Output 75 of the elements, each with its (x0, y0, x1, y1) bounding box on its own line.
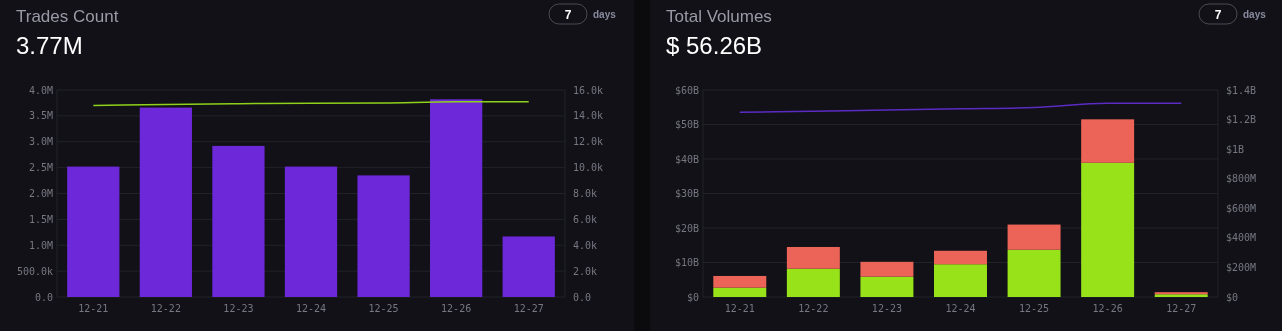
x-tick-label: 12-27 (1166, 303, 1197, 314)
bar (1007, 224, 1061, 250)
bar (357, 175, 410, 297)
x-tick-label: 12-23 (223, 303, 254, 314)
y2-tick-label: $1.2B (1226, 114, 1257, 126)
y2-tick-label: 2.0k (573, 265, 598, 277)
y2-tick-label: 0.0 (573, 291, 592, 303)
x-tick-label: 12-21 (78, 303, 109, 314)
y-tick-label: $60B (674, 84, 699, 96)
bar (934, 264, 987, 297)
y-tick-label: 2.0M (28, 188, 53, 199)
bar (786, 246, 840, 269)
x-tick-label: 12-26 (441, 303, 472, 314)
text: 7 (1214, 8, 1222, 22)
y-tick-label: $20B (674, 222, 699, 234)
y-tick-label: $50B (674, 119, 699, 130)
y2-tick-label: 12.0k (573, 136, 604, 148)
x-tick-label: 12-27 (513, 303, 544, 314)
y-tick-label: 2.5M (28, 162, 53, 174)
bar (1081, 162, 1135, 297)
chart-title: Trades Count (16, 7, 119, 26)
bar (284, 166, 338, 297)
bar (430, 99, 483, 297)
x-tick-label: 12-25 (368, 303, 399, 314)
x-tick-label: 12-26 (1092, 303, 1123, 314)
y2-tick-label: 14.0k (573, 110, 604, 122)
x-tick-label: 12-21 (724, 303, 755, 314)
y2-tick-label: 8.0k (573, 188, 598, 199)
x-tick-label: 12-25 (1019, 303, 1050, 314)
y2-tick-label: $800M (1226, 173, 1257, 185)
x-tick-label: 12-24 (295, 303, 327, 314)
y-tick-label: 500.0k (16, 265, 53, 277)
y2-tick-label: $1B (1226, 143, 1245, 155)
y2-tick-label: $600M (1226, 202, 1257, 214)
y2-tick-label: 10.0k (573, 162, 604, 174)
x-tick-label: 12-22 (150, 303, 181, 314)
text: 7 (564, 8, 572, 22)
y-tick-label: 1.0M (28, 239, 53, 251)
bar (1007, 249, 1061, 297)
y-tick-label: 3.5M (28, 110, 53, 122)
bar (67, 166, 120, 297)
y-tick-label: 0.0 (34, 291, 53, 303)
text: days (593, 9, 617, 20)
bar (713, 275, 767, 288)
y2-tick-label: $400M (1226, 232, 1257, 244)
y-tick-label: $30B (674, 188, 699, 199)
bar (786, 268, 840, 297)
y-tick-label: 1.5M (28, 213, 53, 225)
y-tick-label: 3.0M (28, 136, 53, 148)
y-tick-label: 4.0M (28, 84, 53, 96)
x-tick-label: 12-24 (945, 303, 976, 314)
y2-tick-label: $0 (1226, 291, 1239, 303)
y2-tick-label: 6.0k (573, 213, 598, 225)
y2-tick-label: 4.0k (573, 239, 598, 251)
chart-subtitle: $ 56.26B (666, 32, 763, 59)
bar (1081, 119, 1135, 163)
bar (139, 107, 192, 297)
y-tick-label: $40B (674, 153, 699, 165)
bar (212, 145, 265, 297)
bar (934, 250, 987, 265)
y-tick-label: $0 (686, 291, 699, 303)
line-series (739, 102, 1182, 114)
bar (713, 287, 767, 297)
chart-title: Total Volumes (666, 7, 772, 26)
y2-tick-label: $1.4B (1226, 84, 1257, 96)
bar (860, 261, 914, 277)
text: days (1243, 9, 1267, 20)
y-tick-label: $10B (674, 257, 699, 268)
y2-tick-label: 16.0k (573, 84, 604, 96)
bar (502, 236, 555, 297)
y2-tick-label: $200M (1226, 261, 1257, 273)
bar (860, 276, 914, 297)
x-tick-label: 12-22 (798, 303, 829, 314)
chart-subtitle: 3.77M (16, 32, 83, 59)
x-tick-label: 12-23 (871, 303, 902, 314)
